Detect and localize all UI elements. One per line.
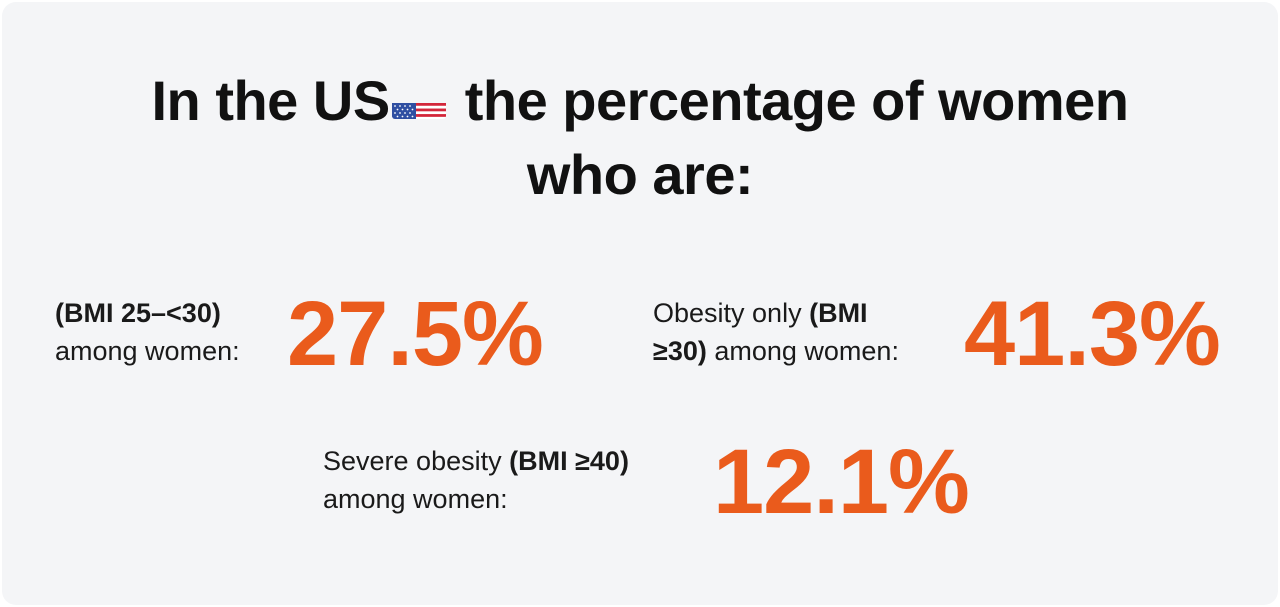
stat-severe-bmi: (BMI ≥40) [509,446,629,476]
title-line-2: who are: [526,143,754,206]
stat-severe-label: Severe obesity (BMI ≥40) among women: [323,442,629,518]
stat-overweight-label: (BMI 25–<30) among women: [55,294,240,370]
stat-obesity-among: among women: [706,336,899,366]
title-line-1: In the US [2,64,1278,138]
stat-obesity-bmi-2: ≥30) [653,336,707,366]
title-text-start: In the US [151,69,391,132]
stat-obesity-value: 41.3% [964,283,1221,385]
stat-obesity-bmi-1: (BMI [809,298,868,328]
stat-severe-value: 12.1% [713,431,970,533]
stat-overweight-bmi: (BMI 25–<30) [55,298,221,328]
page-title: In the US [2,64,1278,212]
title-text-end: the percentage of women [449,69,1129,132]
stat-overweight-value: 27.5% [287,283,544,385]
us-flag-icon [391,83,446,120]
stat-obesity-prefix: Obesity only [653,298,810,328]
stat-severe-prefix: Severe obesity [323,446,510,476]
stat-overweight-among: among women: [55,336,240,366]
stat-obesity-label: Obesity only (BMI ≥30) among women: [653,294,899,370]
stat-severe-among: among women: [323,484,508,514]
